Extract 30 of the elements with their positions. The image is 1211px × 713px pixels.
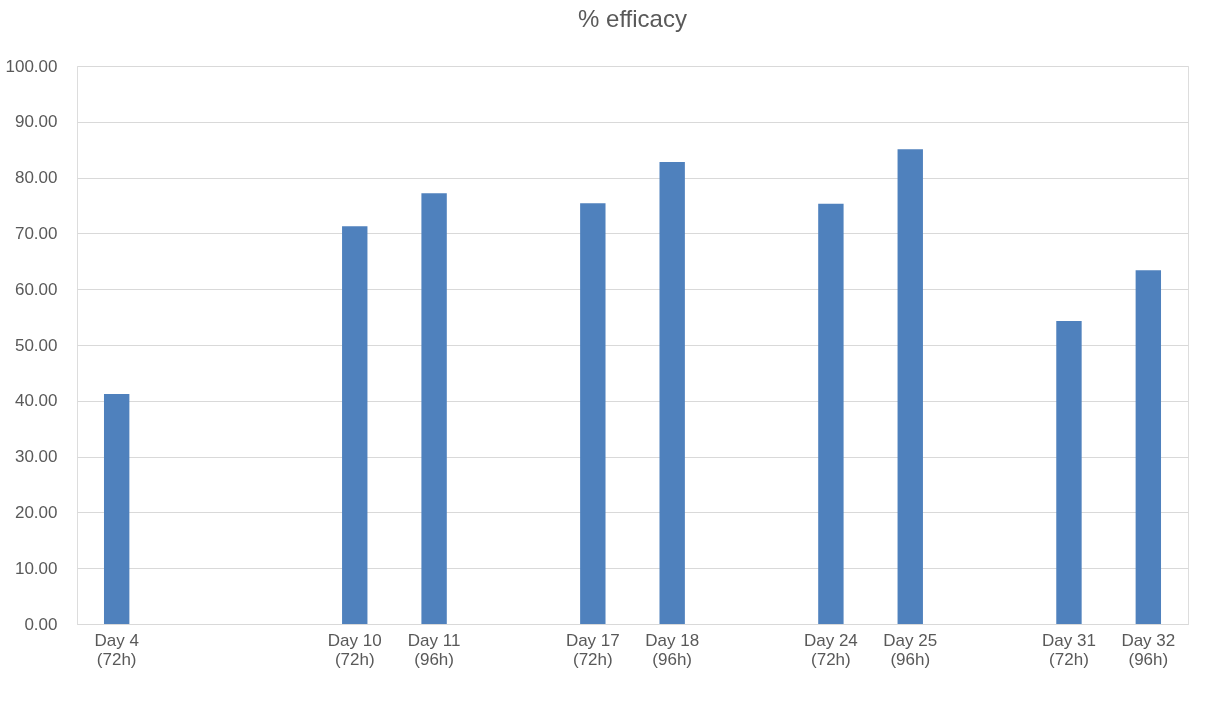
x-tick-label: Day 18 (96h)	[645, 630, 700, 669]
x-tick-label: Day 32 (96h)	[1121, 630, 1176, 669]
bar	[1056, 321, 1082, 624]
x-tick-label: Day 11 (96h)	[407, 630, 461, 669]
y-tick-label: 20.00	[14, 502, 58, 522]
y-tick-label: 70.00	[14, 223, 58, 243]
y-tick-label: 60.00	[14, 279, 58, 299]
x-tick-label: Day 10 (72h)	[327, 630, 382, 669]
x-tick-label: Day 24 (72h)	[803, 630, 858, 669]
x-tick-label: Day 17 (72h)	[565, 630, 620, 669]
x-tick-label: Day 31 (72h)	[1042, 630, 1096, 669]
bar	[897, 149, 923, 624]
x-tick-label: Day 25 (96h)	[883, 630, 938, 669]
y-tick-label: 40.00	[14, 391, 58, 411]
bar	[1135, 270, 1162, 624]
y-tick-label: 90.00	[14, 112, 58, 132]
bar	[103, 394, 130, 624]
y-tick-label: 10.00	[14, 558, 58, 578]
y-tick-label: 50.00	[14, 335, 58, 355]
y-tick-label: 30.00	[14, 447, 58, 467]
bar	[421, 193, 447, 624]
y-tick-label: 0.00	[24, 614, 58, 634]
bar	[342, 226, 368, 624]
y-tick-label: 100.00	[5, 56, 58, 76]
y-tick-label: 80.00	[14, 168, 58, 188]
bar	[818, 203, 844, 624]
chart-title: % efficacy	[578, 5, 687, 32]
x-tick-label: Day 4 (72h)	[94, 630, 139, 669]
bar	[659, 161, 685, 624]
bar	[580, 203, 606, 624]
